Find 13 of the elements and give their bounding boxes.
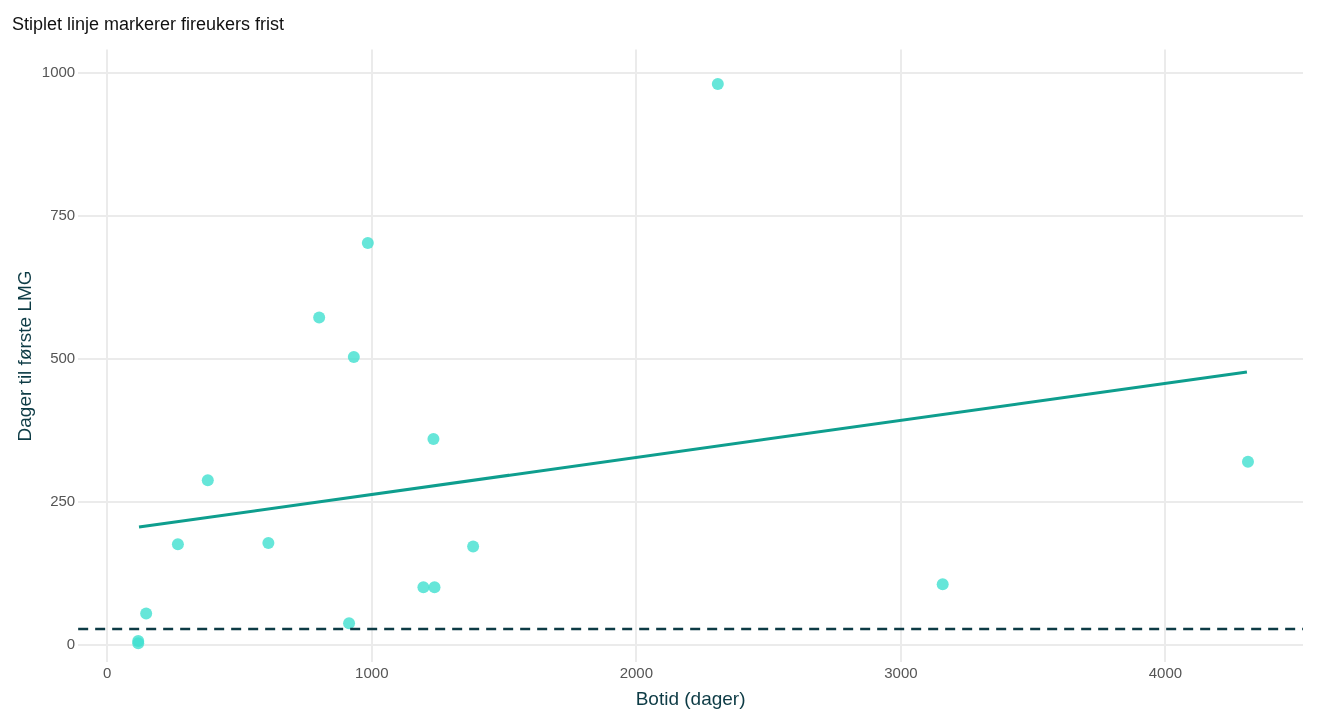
x-tick-label: 3000 bbox=[884, 664, 918, 682]
y-axis-title: Dager til første LMG bbox=[13, 270, 35, 442]
x-tick-label: 1000 bbox=[355, 664, 389, 682]
y-tick-label: 750 bbox=[50, 205, 76, 223]
x-tick-label: 4000 bbox=[1148, 664, 1183, 682]
y-tick-label: 1000 bbox=[41, 62, 76, 80]
x-axis-title: Botid (dager) bbox=[635, 687, 746, 709]
chart-title: Stiplet linje markerer fireukers frist bbox=[12, 13, 285, 34]
y-tick-label: 0 bbox=[66, 635, 76, 653]
x-tick-label: 2000 bbox=[619, 664, 654, 682]
y-tick-label: 500 bbox=[50, 348, 76, 366]
y-tick-label: 250 bbox=[50, 492, 76, 510]
x-tick-label: 0 bbox=[103, 664, 112, 682]
